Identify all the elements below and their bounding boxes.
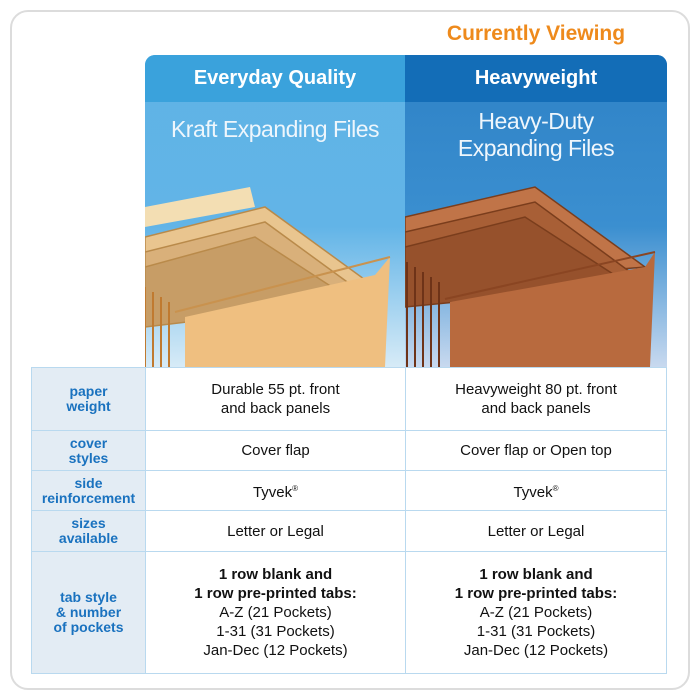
- row-label: sizes available: [31, 510, 146, 552]
- heavyweight-file-image: [405, 186, 656, 367]
- table-row: cover styles Cover flap Cover flap or Ope…: [31, 430, 667, 471]
- product-name-line: Heavy-Duty: [478, 108, 594, 134]
- row-label: paper weight: [31, 367, 146, 431]
- product-name: Kraft Expanding Files: [170, 116, 380, 142]
- quality-header: Everyday Quality: [145, 55, 405, 102]
- product-column-kraft[interactable]: Everyday Quality Kraft Expanding Files: [145, 55, 405, 367]
- row-label: cover styles: [31, 430, 146, 471]
- row-label: tab style & number of pockets: [31, 551, 146, 674]
- table-row: sizes available Letter or Legal Letter or…: [31, 510, 667, 552]
- table-row: side reinforcement Tyvek® Tyvek®: [31, 470, 667, 511]
- heavyweight-value: 1 row blank and 1 row pre-printed tabs: A-…: [405, 551, 667, 674]
- heavyweight-value: Cover flap or Open top: [405, 430, 667, 471]
- kraft-file-image: [145, 187, 391, 367]
- heavyweight-value: Tyvek®: [405, 470, 667, 511]
- product-name: Heavy-Duty Expanding Files: [405, 108, 667, 162]
- kraft-value: Letter or Legal: [145, 510, 406, 552]
- kraft-value: Cover flap: [145, 430, 406, 471]
- kraft-value: Durable 55 pt. front and back panels: [145, 367, 406, 431]
- kraft-value: 1 row blank and 1 row pre-printed tabs: A-…: [145, 551, 406, 674]
- table-row: paper weight Durable 55 pt. front and back…: [31, 367, 667, 431]
- quality-header: Heavyweight: [405, 55, 667, 102]
- comparison-table: paper weight Durable 55 pt. front and back…: [31, 367, 667, 674]
- currently-viewing-label: Currently Viewing: [446, 22, 626, 45]
- product-name-line: Expanding Files: [457, 135, 615, 161]
- table-row: tab style & number of pockets 1 row blank …: [31, 551, 667, 674]
- row-label: side reinforcement: [31, 470, 146, 511]
- heavyweight-value: Letter or Legal: [405, 510, 667, 552]
- comparison-frame: [10, 10, 690, 690]
- kraft-value: Tyvek®: [145, 470, 406, 511]
- heavyweight-value: Heavyweight 80 pt. front and back panels: [405, 367, 667, 431]
- product-column-heavyweight[interactable]: Heavyweight Heavy-Duty Expanding Files: [405, 55, 667, 367]
